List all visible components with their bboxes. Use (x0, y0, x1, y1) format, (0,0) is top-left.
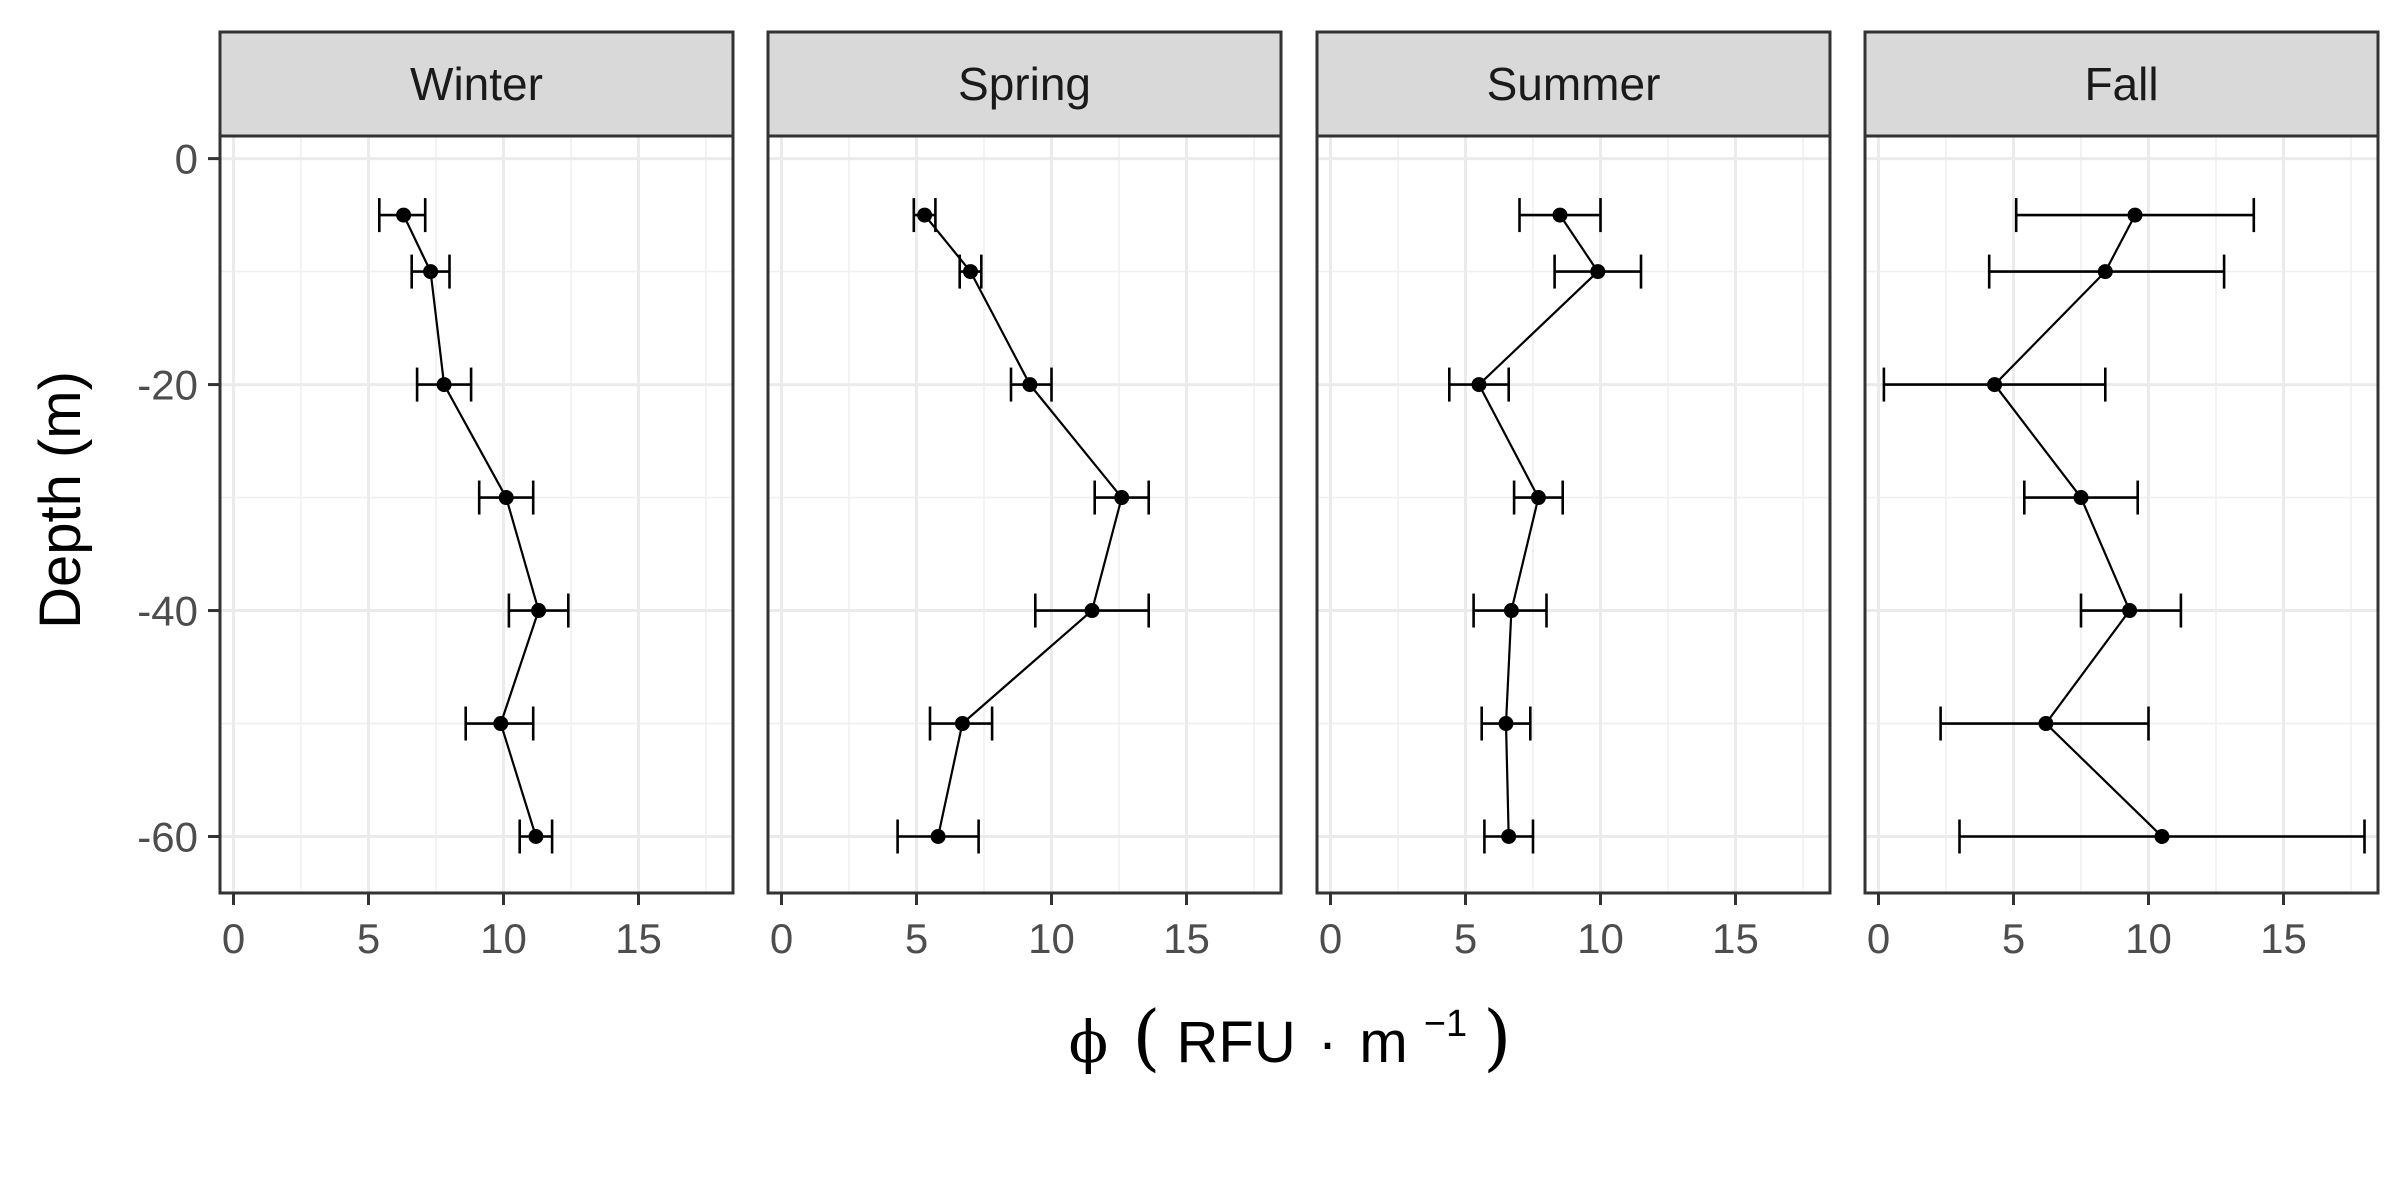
strip-label-spring: Spring (958, 58, 1091, 110)
x-axis-dot: · (1318, 1010, 1337, 1075)
data-point (1471, 377, 1487, 393)
data-point (436, 377, 452, 393)
data-point (396, 207, 412, 223)
data-point (917, 207, 933, 223)
data-point (2073, 490, 2089, 506)
data-point (528, 829, 544, 845)
plot-background-spring (768, 136, 1281, 893)
data-point (1114, 490, 1130, 506)
data-point (1501, 829, 1517, 845)
y-tick-label: -60 (137, 814, 198, 861)
x-axis-open-paren: ( (1132, 995, 1160, 1079)
strip-label-summer: Summer (1487, 58, 1661, 110)
data-point (493, 716, 509, 732)
panel-fall: Fall 0 5 10 15 (1863, 30, 2380, 962)
data-point (930, 829, 946, 845)
panel-border-winter (218, 134, 735, 895)
x-tick-label: 15 (1163, 915, 1210, 962)
panel-summer: Summer 0 5 10 15 (1315, 30, 1832, 962)
data-point (423, 264, 439, 280)
data-point (498, 490, 514, 506)
x-axis-unit: RFU (1177, 1010, 1296, 1075)
x-tick-label: 5 (1454, 915, 1477, 962)
y-tick-label: -40 (137, 588, 198, 635)
plot-background-fall (1865, 136, 2378, 893)
x-tick-label: 10 (1028, 915, 1075, 962)
strip-label-fall: Fall (2084, 58, 2158, 110)
panel-border-summer (1315, 134, 1832, 895)
data-point (2038, 716, 2054, 732)
panel-winter: Winter 0 5 10 15 (218, 30, 735, 962)
strip-summer (1315, 30, 1832, 138)
x-tick-label: 10 (2125, 915, 2172, 962)
x-tick-label: 0 (1867, 915, 1890, 962)
data-point (1987, 377, 2003, 393)
x-tick-label: 5 (905, 915, 928, 962)
panel-spring: Spring 0 5 10 15 (766, 30, 1283, 962)
x-tick-label: 15 (615, 915, 662, 962)
data-point (2127, 207, 2143, 223)
plot-background-summer (1317, 136, 1830, 893)
data-point (954, 716, 970, 732)
x-tick-label: 0 (770, 915, 793, 962)
y-tick-label: -20 (137, 362, 198, 409)
data-point (1552, 207, 1568, 223)
x-tick-label: 10 (480, 915, 527, 962)
y-tick-label: 0 (175, 136, 198, 183)
x-tick-label: 0 (222, 915, 245, 962)
y-axis-title: Depth (m) (28, 371, 93, 629)
x-tick-label: 10 (1577, 915, 1624, 962)
strip-winter (218, 30, 735, 138)
x-tick-label: 15 (1712, 915, 1759, 962)
panel-border-fall (1863, 134, 2380, 895)
data-point (1503, 603, 1519, 619)
x-tick-label: 0 (1319, 915, 1342, 962)
data-point (1530, 490, 1546, 506)
data-point (2122, 603, 2138, 619)
data-point (1498, 716, 1514, 732)
data-point (1084, 603, 1100, 619)
x-axis-symbol: ϕ (1069, 1008, 1109, 1076)
x-axis-exponent: −1 (1424, 1003, 1467, 1045)
strip-fall (1863, 30, 2380, 138)
data-point (963, 264, 978, 280)
y-axis: 0 -20 -40 -60 (137, 136, 220, 861)
data-point (531, 603, 547, 619)
data-point (1590, 264, 1606, 280)
x-axis-title: ϕ ( RFU · m −1 ) (1069, 984, 1512, 1079)
data-point (2097, 264, 2113, 280)
strip-label-winter: Winter (410, 58, 543, 110)
x-tick-label: 15 (2260, 915, 2307, 962)
x-tick-label: 5 (357, 915, 380, 962)
panel-border-spring (766, 134, 1283, 895)
plot-background-winter (220, 136, 733, 893)
x-axis-power-base: m (1359, 1010, 1407, 1075)
x-axis-close-paren: ) (1483, 995, 1511, 1079)
strip-spring (766, 30, 1283, 138)
x-tick-label: 5 (2002, 915, 2025, 962)
data-point (2154, 829, 2170, 845)
data-point (1022, 377, 1038, 393)
